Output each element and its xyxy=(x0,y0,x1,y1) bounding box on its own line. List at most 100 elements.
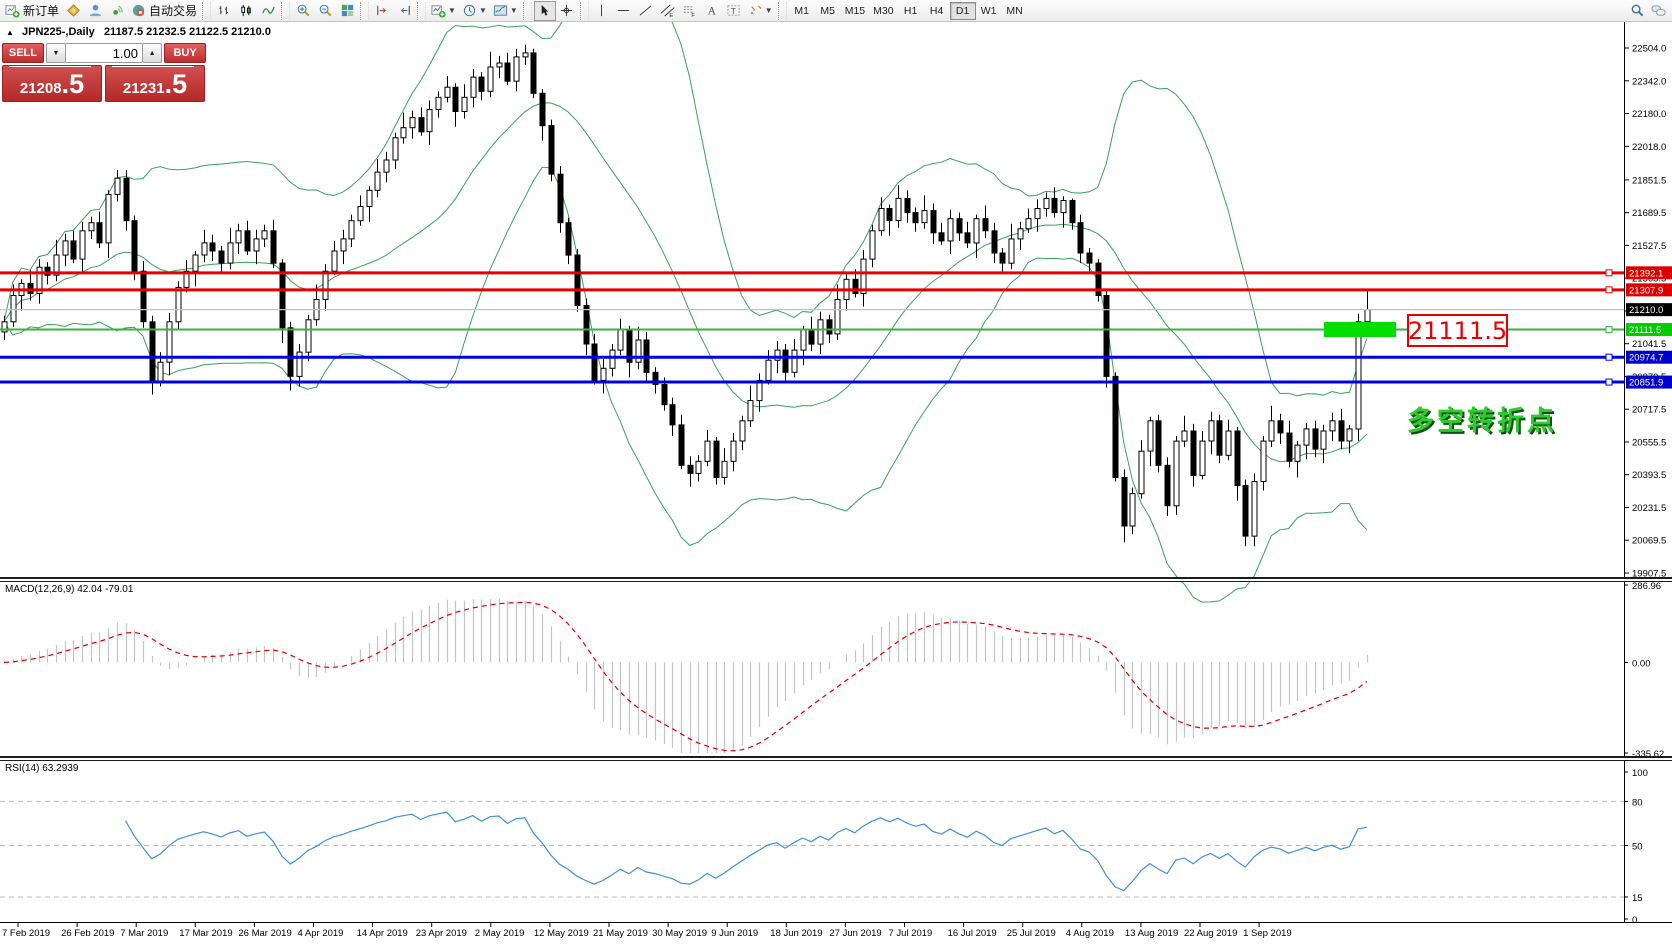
svg-text:F: F xyxy=(692,13,696,18)
svg-text:21210.0: 21210.0 xyxy=(1629,305,1663,316)
collapse-panel-icon[interactable]: ▲ xyxy=(6,28,14,37)
timeframe-m30-button[interactable]: M30 xyxy=(869,2,897,20)
chart-shift-button[interactable] xyxy=(371,1,393,21)
chat-button[interactable] xyxy=(1648,1,1670,21)
gold-seal-icon xyxy=(66,3,81,18)
toolbar-separator xyxy=(522,1,532,20)
svg-text:21851.5: 21851.5 xyxy=(1632,175,1666,186)
toolbar-separator xyxy=(202,1,212,20)
svg-text:21307.9: 21307.9 xyxy=(1629,285,1663,296)
timeframe-h4-button[interactable]: H4 xyxy=(924,2,950,20)
toolbar-separator xyxy=(281,1,291,20)
search-icon xyxy=(1630,3,1645,18)
buy-price-button[interactable]: 21231 .5 xyxy=(105,65,205,102)
svg-text:20974.7: 20974.7 xyxy=(1629,353,1663,364)
trendline-tool-button[interactable] xyxy=(635,1,657,21)
new-order-icon xyxy=(5,3,20,18)
volume-increase-button[interactable]: ▲ xyxy=(142,43,163,63)
buy-button[interactable]: BUY xyxy=(164,43,206,63)
gold-seal-button[interactable] xyxy=(62,1,84,21)
svg-text:286.96: 286.96 xyxy=(1632,581,1661,592)
label-tool-button[interactable]: T xyxy=(723,1,745,21)
buy-price-fraction: .5 xyxy=(164,69,188,99)
arrow-objects-icon xyxy=(748,3,763,18)
svg-text:0.00: 0.00 xyxy=(1632,658,1651,669)
svg-text:7 Feb 2019: 7 Feb 2019 xyxy=(2,928,50,939)
timeframe-mn-button[interactable]: MN xyxy=(1002,2,1028,20)
pane-splitter-macd[interactable] xyxy=(0,577,1672,582)
volume-decrease-button[interactable]: ▼ xyxy=(45,43,66,63)
svg-text:20851.9: 20851.9 xyxy=(1629,378,1663,389)
fibonacci-tool-button[interactable]: F xyxy=(679,1,701,21)
search-button[interactable] xyxy=(1626,1,1648,21)
timeframe-d1-button[interactable]: D1 xyxy=(949,1,976,20)
sell-price-button[interactable]: 21208 .5 xyxy=(2,65,102,102)
templates-button[interactable]: ▼ xyxy=(490,1,521,21)
sell-button[interactable]: SELL xyxy=(2,43,44,63)
cursor-tool-button[interactable] xyxy=(533,0,556,21)
equidistant-channel-icon: E xyxy=(660,3,675,18)
timeframe-m1-button[interactable]: M1 xyxy=(789,2,815,20)
autotrade-button[interactable]: 自动交易 xyxy=(128,1,200,21)
signal-button[interactable] xyxy=(106,1,128,21)
svg-text:22018.0: 22018.0 xyxy=(1632,142,1666,153)
periods-button[interactable]: ▼ xyxy=(459,1,490,21)
profile-button[interactable] xyxy=(84,1,106,21)
svg-text:20393.5: 20393.5 xyxy=(1632,470,1666,481)
zoom-in-icon xyxy=(296,3,311,18)
svg-text:50: 50 xyxy=(1632,842,1643,853)
volume-input[interactable] xyxy=(66,43,142,63)
arrows-tool-button[interactable]: ▼ xyxy=(745,1,776,21)
candlestick-chart-button[interactable] xyxy=(235,1,257,21)
new-order-button[interactable]: 新订单 xyxy=(2,1,62,21)
timeframe-h1-button[interactable]: H1 xyxy=(898,2,924,20)
rsi-indicator-label: RSI(14) 63.2939 xyxy=(5,763,79,774)
channel-tool-button[interactable]: E xyxy=(657,1,679,21)
sell-price: 21208 xyxy=(19,80,62,97)
line-chart-icon xyxy=(261,3,276,18)
svg-text:1 Sep 2019: 1 Sep 2019 xyxy=(1243,928,1292,939)
toolbar-separator xyxy=(360,1,370,20)
svg-text:26 Mar 2019: 26 Mar 2019 xyxy=(238,928,291,939)
auto-scroll-button[interactable] xyxy=(393,1,415,21)
svg-text:20717.5: 20717.5 xyxy=(1632,405,1666,416)
bar-chart-button[interactable] xyxy=(213,1,235,21)
zoom-out-icon xyxy=(318,3,333,18)
svg-text:21527.5: 21527.5 xyxy=(1632,241,1666,252)
svg-text:18 Jun 2019: 18 Jun 2019 xyxy=(770,928,822,939)
zoom-out-button[interactable] xyxy=(314,1,336,21)
pane-splitter-rsi[interactable] xyxy=(0,756,1672,761)
timeframe-m5-button[interactable]: M5 xyxy=(815,2,841,20)
svg-text:21392.1: 21392.1 xyxy=(1629,268,1663,279)
horizontal-line-icon xyxy=(616,3,631,18)
text-label-icon: T xyxy=(726,3,741,18)
dropdown-caret-icon: ▼ xyxy=(764,6,773,15)
svg-text:13 Aug 2019: 13 Aug 2019 xyxy=(1125,928,1178,939)
indicators-button[interactable]: ▼ xyxy=(428,1,459,21)
svg-text:16 Jul 2019: 16 Jul 2019 xyxy=(948,928,997,939)
zoom-in-button[interactable] xyxy=(292,1,314,21)
svg-text:12 May 2019: 12 May 2019 xyxy=(534,928,589,939)
highlight-zone-rectangle[interactable] xyxy=(1324,322,1396,337)
svg-text:17 Mar 2019: 17 Mar 2019 xyxy=(179,928,232,939)
horizontal-line-tool-button[interactable] xyxy=(613,1,635,21)
cursor-icon xyxy=(537,3,552,18)
timeframe-w1-button[interactable]: W1 xyxy=(976,2,1002,20)
timeframe-m15-button[interactable]: M15 xyxy=(841,2,869,20)
vertical-line-tool-button[interactable] xyxy=(591,1,613,21)
line-chart-button[interactable] xyxy=(257,1,279,21)
svg-text:2 May 2019: 2 May 2019 xyxy=(475,928,525,939)
template-icon xyxy=(493,3,508,18)
auto-scroll-icon xyxy=(397,3,412,18)
price-level-callout[interactable]: 21111.5 xyxy=(1407,314,1508,347)
chart-ohlc-values: 21187.5 21232.5 21122.5 21210.0 xyxy=(103,26,271,38)
crosshair-tool-button[interactable] xyxy=(556,1,578,21)
svg-text:-335.62: -335.62 xyxy=(1632,749,1664,760)
svg-text:9 Jun 2019: 9 Jun 2019 xyxy=(711,928,758,939)
svg-text:4 Apr 2019: 4 Apr 2019 xyxy=(298,928,344,939)
tile-windows-button[interactable] xyxy=(336,1,358,21)
dropdown-caret-icon: ▼ xyxy=(478,6,487,15)
text-tool-button[interactable]: A xyxy=(701,1,723,21)
turning-point-note[interactable]: 多空转折点 xyxy=(1407,406,1557,437)
